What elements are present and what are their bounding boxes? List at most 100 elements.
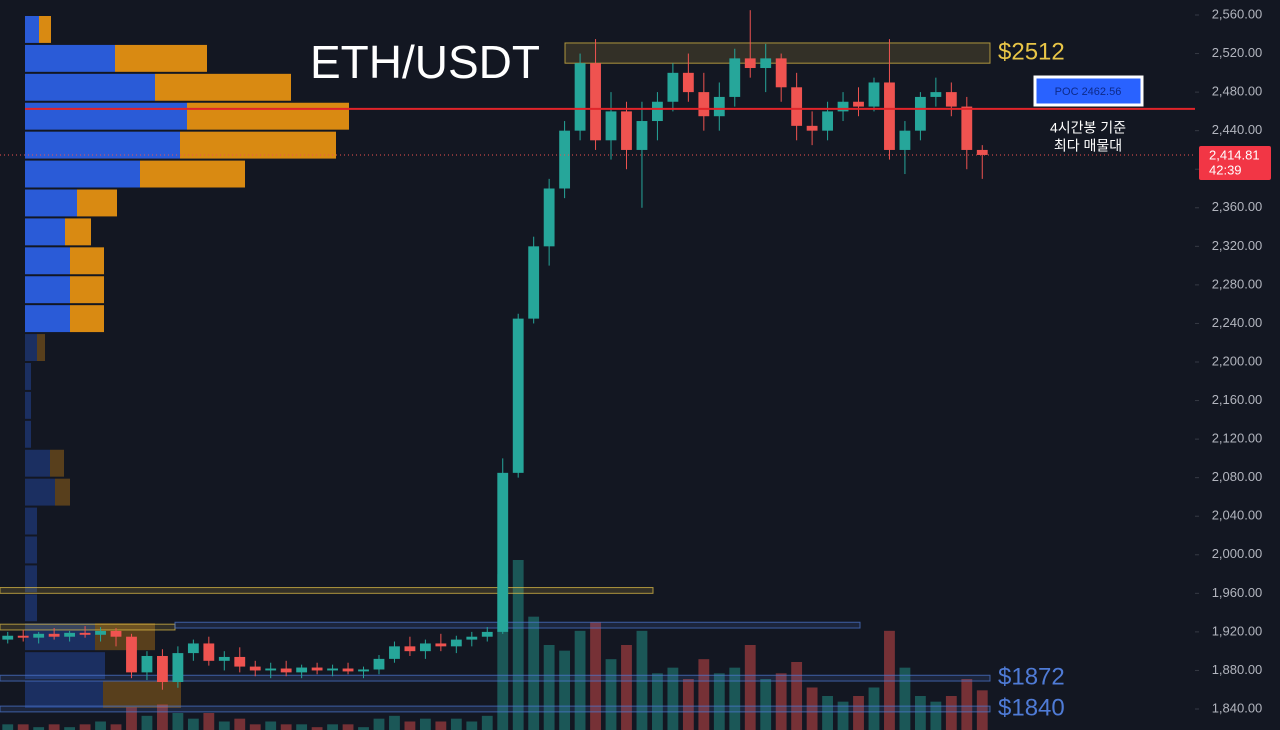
candle-body <box>543 188 555 247</box>
candle-body <box>682 72 694 93</box>
y-tick-label: 2,080.00 <box>1212 469 1263 484</box>
volume-bar <box>141 715 153 730</box>
candle-body <box>203 643 215 661</box>
candle-body <box>837 101 849 112</box>
last-price-label: 2,414.81 <box>1209 147 1260 162</box>
volume-bars <box>2 560 988 730</box>
volume-bar <box>265 721 277 730</box>
candle-body <box>884 82 895 150</box>
profile-buy <box>25 189 77 217</box>
profile-buy <box>25 449 50 477</box>
candle-body <box>389 646 400 659</box>
poc-label: POC 2462.56 <box>1055 86 1122 98</box>
y-tick-label: 2,120.00 <box>1212 431 1263 446</box>
candle-body <box>899 130 911 150</box>
profile-buy <box>25 681 103 708</box>
profile-buy <box>25 391 31 419</box>
profile-buy <box>25 160 140 188</box>
volume-bar <box>296 724 308 730</box>
candle-body <box>64 632 76 637</box>
zone-label: $2512 <box>998 38 1065 65</box>
zone <box>0 674 991 682</box>
profile-sell <box>50 449 64 477</box>
volume-bar <box>899 667 911 730</box>
candle-body <box>311 667 323 671</box>
volume-bar <box>930 701 942 730</box>
volume-bar <box>435 721 447 730</box>
profile-buy <box>25 131 180 159</box>
volume-bar <box>373 718 385 730</box>
candle-body <box>698 92 710 117</box>
zones: $2512 $1872 $1840 <box>0 38 1065 721</box>
candle-body <box>234 656 246 667</box>
volume-bar <box>822 696 833 730</box>
volume-bar <box>218 721 230 730</box>
profile-buy <box>25 652 105 680</box>
y-tick-label: 2,480.00 <box>1212 84 1263 99</box>
candle-body <box>249 666 261 671</box>
profile-buy <box>25 507 37 535</box>
volume-bar <box>203 713 215 730</box>
volume-bar <box>187 718 199 730</box>
candle-body <box>450 639 462 647</box>
candle-body <box>914 96 926 131</box>
profile-sell <box>115 44 207 72</box>
candle-body <box>729 58 741 97</box>
volume-bar <box>636 630 648 730</box>
candle-body <box>636 121 648 150</box>
y-tick-label: 2,440.00 <box>1212 122 1263 137</box>
candle-body <box>280 668 292 673</box>
y-tick-label: 1,840.00 <box>1212 700 1263 715</box>
candle-body <box>744 58 756 69</box>
volume-bar <box>419 718 431 730</box>
volume-bar <box>713 673 725 730</box>
volume-bar <box>945 696 957 730</box>
candle-body <box>172 653 184 683</box>
volume-bar <box>157 704 168 730</box>
volume-bar <box>234 718 246 730</box>
chart-title: ETH/USDT <box>310 36 540 88</box>
y-tick-label: 2,280.00 <box>1212 276 1263 291</box>
candle-body <box>2 635 14 640</box>
profile-sell <box>155 73 291 101</box>
y-tick-label: 1,920.00 <box>1212 623 1263 638</box>
profile-buy <box>25 276 70 304</box>
volume-bar <box>621 645 632 730</box>
profile-buy <box>25 16 39 43</box>
candle-body <box>481 631 493 637</box>
candle-body <box>466 636 478 640</box>
profile-sell <box>187 102 349 130</box>
volume-bar <box>574 630 586 730</box>
y-tick-label: 2,320.00 <box>1212 238 1263 253</box>
countdown: 42:39 <box>1209 162 1242 177</box>
candle-body <box>791 87 803 126</box>
profile-buy <box>25 247 70 275</box>
volume-bar <box>698 659 710 730</box>
candle-body <box>976 149 988 155</box>
volume-bar <box>110 724 122 730</box>
profile-sell <box>70 276 104 304</box>
candle-body <box>930 92 942 97</box>
y-tick-label: 1,960.00 <box>1212 585 1263 600</box>
profile-buy <box>25 305 70 333</box>
candle-body <box>79 632 91 635</box>
profile-sell <box>180 131 336 159</box>
profile-buy <box>25 478 55 506</box>
volume-bar <box>2 724 14 730</box>
volume-bar <box>961 679 973 730</box>
y-tick-label: 2,560.00 <box>1212 6 1263 21</box>
profile-sell <box>95 623 155 651</box>
volume-bar <box>652 673 663 730</box>
zone-label: $1840 <box>998 694 1065 721</box>
candle-body <box>528 246 540 319</box>
candle-body <box>218 656 230 661</box>
candle-body <box>435 643 447 647</box>
candle-body <box>17 635 29 638</box>
candle-body <box>265 668 277 671</box>
volume-bar <box>389 715 400 730</box>
volume-bar <box>605 659 617 730</box>
volume-bar <box>682 679 694 730</box>
candle-body <box>419 643 431 652</box>
profile-buy <box>25 102 187 130</box>
